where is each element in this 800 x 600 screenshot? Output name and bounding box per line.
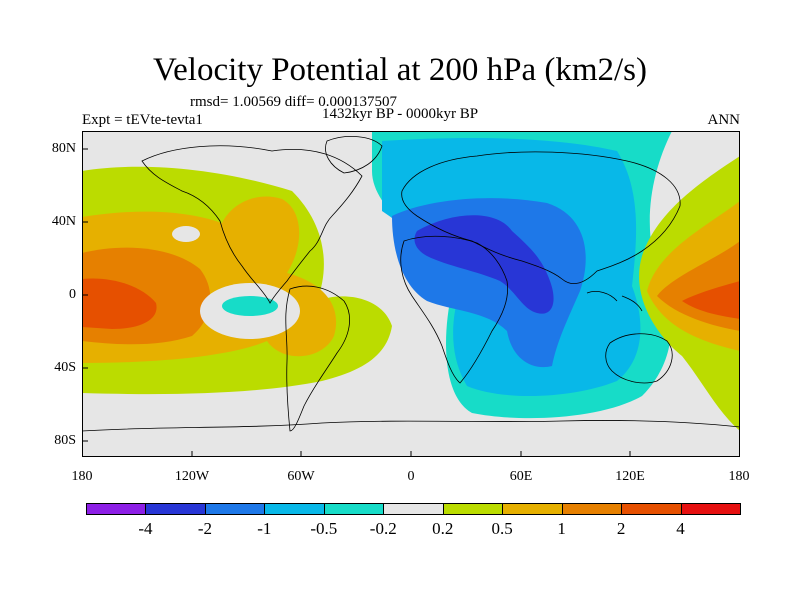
coastline-eurasia [401,151,681,284]
colorbar [86,503,741,515]
colorbar-label: 1 [557,519,566,538]
colorbar-swatch [561,503,623,515]
coastline-south-america [285,285,351,432]
colorbar-label: -0.2 [369,519,397,538]
x-tick-label: 60E [509,469,533,484]
y-tick-label: 40S [54,360,76,375]
y-tick-label: 80S [54,433,76,448]
colorbar-swatch [323,503,385,515]
experiment-label: Expt = tEVte-tevta1 [82,112,203,128]
x-tick-label: 120E [615,469,645,484]
x-tick-label: 0 [407,469,415,484]
axis-ticks [82,148,740,457]
dark-blue-region-east [414,215,554,314]
colorbar-swatch [680,503,741,515]
red-orange-region-east [682,281,740,319]
colorbar-swatch [86,503,147,515]
colorbar-label: -0.5 [310,519,338,538]
colorbar-label: -4 [138,519,153,538]
x-tick-label: 120W [174,469,210,484]
colorbar-label: 2 [616,519,626,538]
x-tick-label: 60W [287,469,315,484]
colorbar-swatch [264,503,325,515]
y-tick-label: 40N [51,214,76,229]
colorbar-swatch [145,503,206,515]
colorbar-swatch [621,503,682,515]
colorbar-label: 0.2 [432,519,454,538]
coastline-africa [400,235,509,384]
map-panel [82,131,740,457]
colorbar-swatch [204,503,266,515]
x-tick-label: 180 [71,469,93,484]
y-tick-label: 0 [69,287,76,302]
x-tick-label: 180 [728,469,750,484]
colorbar-label: -2 [197,519,212,538]
colorbar-swatch [502,503,563,515]
map-svg [82,131,740,457]
neutral-spot-north-pacific [172,226,200,242]
y-tick-label: 80N [51,141,76,156]
map-title: Velocity Potential at 200 hPa (km2/s) [152,52,648,88]
coastlines [82,136,740,432]
period-line: 1432kyr BP - 0000kyr BP [322,106,479,122]
colorbar-swatch [442,503,504,515]
red-orange-region-west [82,278,157,329]
stats-line: rmsd= 1.00569 diff= 0.000137507 [190,94,398,110]
colorbar-label: -1 [257,519,272,538]
colorbar-label: 0.5 [491,519,513,538]
coastline-australia [605,333,673,384]
cyan-spot-pacific [222,296,278,316]
coastline-greenland [325,136,383,174]
season-label: ANN [707,112,741,128]
coastline-antarctica [82,420,740,432]
colorbar-label: 4 [676,519,685,538]
coastline-indonesia [586,291,643,312]
colorbar-swatch [383,503,444,515]
coastline-north-america [141,145,363,304]
